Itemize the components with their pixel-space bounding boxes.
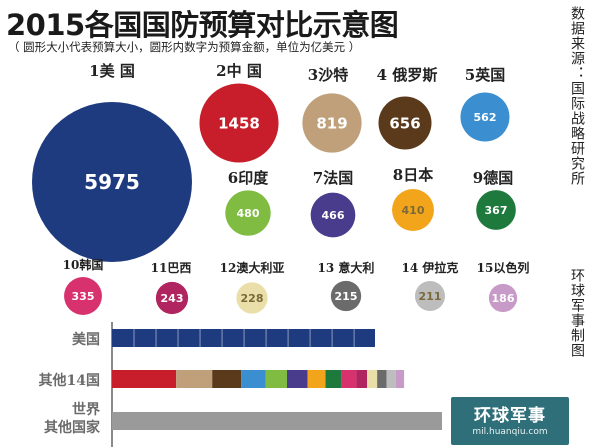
- bubble-value-15: 186: [492, 292, 515, 305]
- bubble-value-8: 410: [402, 204, 425, 217]
- bubble-value-6: 480: [237, 207, 260, 220]
- bubble-label-12: 12澳大利亚: [220, 260, 285, 275]
- bar-segment-2: [112, 370, 177, 388]
- bubble-10: [64, 277, 102, 315]
- bubble-label-10: 10韩国: [63, 257, 104, 272]
- data-source-note: 数据来源：国际战略研究所: [569, 6, 585, 186]
- bar-segment-8: [307, 370, 326, 388]
- bar-category-label-3: 世界: [72, 401, 101, 418]
- bubble-6: [225, 190, 271, 236]
- bubble-value-14: 211: [419, 290, 442, 303]
- bubble-13: [330, 280, 362, 312]
- logo-url: mil.huanqiu.com: [472, 427, 548, 437]
- bar-segment-12: [367, 370, 378, 388]
- bubble-4: [378, 96, 432, 150]
- logo-text: 环球军事: [474, 406, 546, 426]
- bar-category-label-3: 其他国家: [44, 419, 101, 436]
- bar-usa: [112, 329, 375, 347]
- bar-segment-13: [377, 370, 387, 388]
- bubble-15: [488, 283, 518, 313]
- bar-category-label-2: 其他14国: [39, 372, 100, 389]
- bar-segment-15: [395, 370, 405, 388]
- bubble-value-7: 466: [322, 209, 345, 222]
- bubble-value-11: 243: [161, 292, 184, 305]
- bubble-value-3: 819: [316, 114, 347, 132]
- bubble-value-5: 562: [474, 111, 497, 124]
- bubble-9: [476, 190, 516, 230]
- bar-world-other: [112, 412, 442, 430]
- bubble-8: [392, 189, 434, 231]
- bubble-label-1: 1美 国: [89, 62, 135, 80]
- bubble-value-12: 228: [241, 292, 264, 305]
- bar-segment-3: [176, 370, 213, 388]
- bubble-label-15: 15以色列: [477, 260, 530, 275]
- page-title: 2015各国国防预算对比示意图: [6, 8, 399, 42]
- huanqiu-logo: 环球军事 mil.huanqiu.com: [451, 397, 569, 445]
- bubble-label-4: 4 俄罗斯: [377, 66, 438, 84]
- bubble-11: [155, 281, 189, 315]
- bar-segment-11: [356, 370, 368, 388]
- bubble-12: [236, 282, 268, 314]
- bubble-label-6: 6印度: [228, 169, 269, 187]
- bubble-value-13: 215: [335, 290, 358, 303]
- bubble-label-14: 14 伊拉克: [402, 260, 459, 275]
- bubble-14: [414, 280, 446, 312]
- bubble-1: [32, 102, 192, 262]
- bubble-label-5: 5英国: [465, 66, 505, 84]
- bar-segment-7: [286, 370, 308, 388]
- bubble-label-2: 2中 国: [216, 62, 262, 80]
- bubble-2: [199, 83, 279, 163]
- bubble-label-3: 3沙特: [308, 66, 348, 84]
- bubble-7: [310, 192, 356, 238]
- bubble-5: [460, 92, 510, 142]
- bubble-value-1: 5975: [84, 170, 140, 194]
- bubble-label-7: 7法国: [313, 169, 353, 187]
- bubble-label-8: 8日本: [393, 166, 433, 184]
- bar-segment-9: [325, 370, 342, 388]
- bubble-value-4: 656: [389, 114, 420, 132]
- bar-category-label-1: 美国: [72, 331, 100, 348]
- bar-segment-4: [212, 370, 242, 388]
- bar-segment-6: [265, 370, 287, 388]
- bar-segment-14: [386, 370, 396, 388]
- credit-note: 环球军事制图: [569, 268, 585, 358]
- bubble-value-10: 335: [72, 290, 95, 303]
- bubble-value-2: 1458: [218, 114, 260, 132]
- bubble-label-13: 13 意大利: [318, 260, 375, 275]
- bubble-label-9: 9德国: [473, 169, 513, 187]
- bubble-value-9: 367: [485, 204, 508, 217]
- bar-segment-5: [241, 370, 266, 388]
- bubble-label-11: 11巴西: [151, 261, 192, 275]
- bubble-3: [302, 93, 362, 153]
- page-subtitle: （ 圆形大小代表预算大小，圆形内数字为预算金额，单位为亿美元 ）: [8, 40, 361, 54]
- bar-segment-10: [341, 370, 357, 388]
